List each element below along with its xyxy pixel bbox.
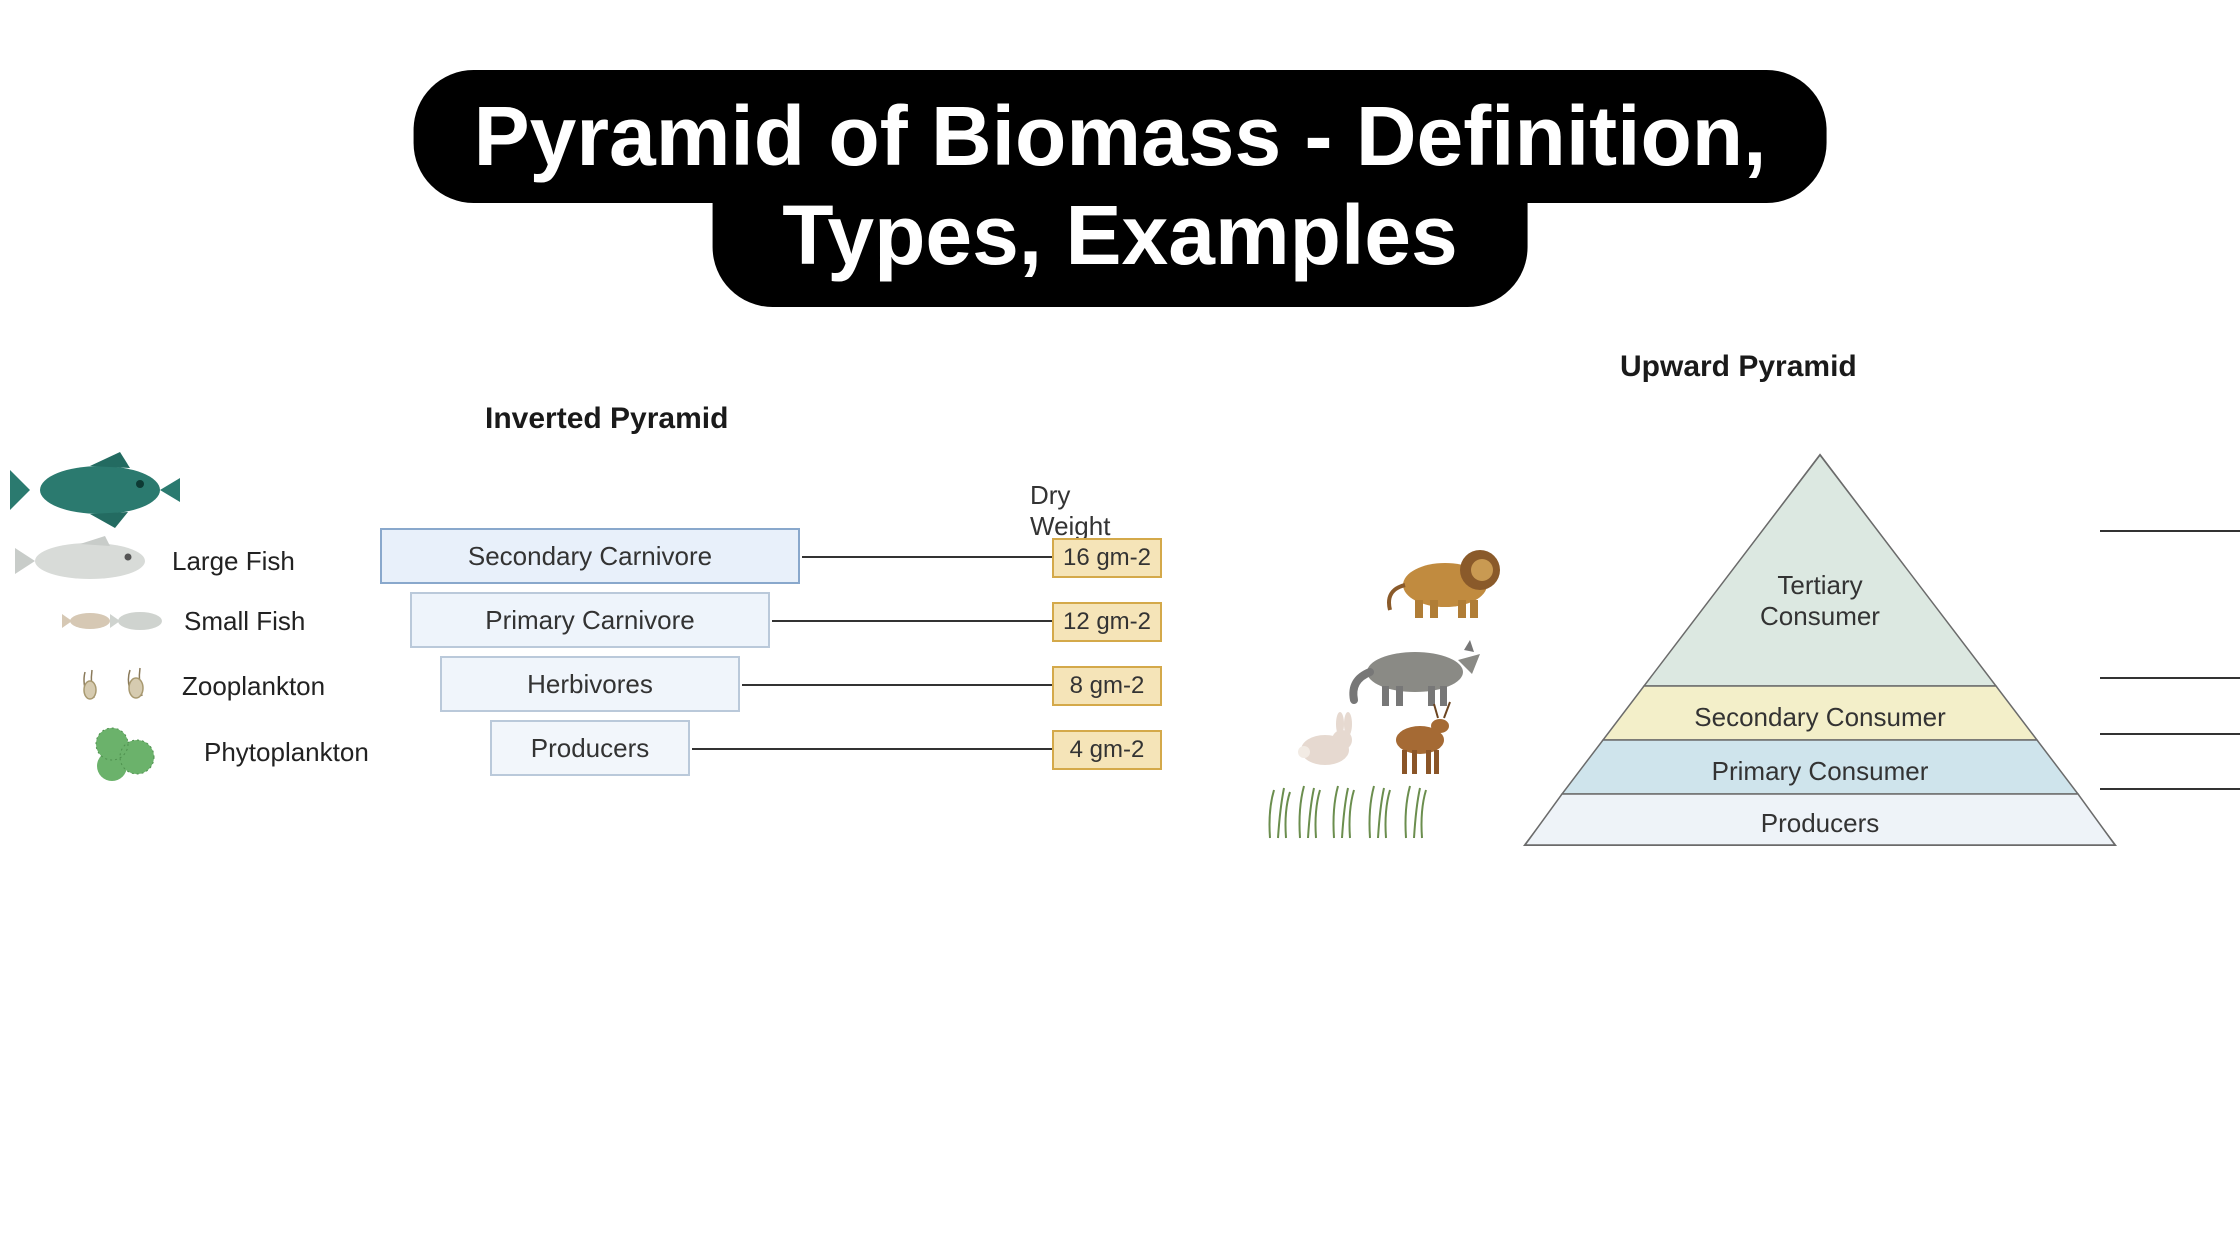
phytoplankton-label: Phytoplankton (204, 737, 369, 768)
large-teal-fish-icon (10, 450, 180, 530)
secondary-label: Secondary Consumer (1680, 702, 1960, 733)
connector-2 (742, 684, 1052, 686)
connector-3 (692, 748, 1052, 750)
producers-label: Producers (1680, 808, 1960, 839)
rabbit-icon (1290, 710, 1360, 770)
silver-fish-icon (10, 536, 160, 586)
tertiary-label: Tertiary Consumer (1720, 570, 1920, 632)
large-fish-label: Large Fish (172, 546, 295, 577)
tick-1 (2100, 677, 2240, 679)
tertiary-text: Tertiary Consumer (1760, 570, 1880, 631)
lion-icon (1370, 530, 1510, 620)
bar-label-0: Secondary Carnivore (468, 541, 712, 572)
connector-0 (802, 556, 1052, 558)
small-fish-icons (62, 604, 172, 638)
phytoplankton-icon (82, 722, 192, 782)
inverted-header: Inverted Pyramid (485, 402, 728, 436)
large-fish-row: Large Fish (10, 536, 295, 586)
tick-0 (2100, 530, 2240, 532)
zooplankton-icon (70, 664, 170, 708)
tick-2 (2100, 733, 2240, 735)
weight-box-0: 16 gm-2 (1052, 538, 1162, 578)
tick-3 (2100, 788, 2240, 790)
weight-val-3: 4 gm-2 (1070, 736, 1145, 764)
weight-val-1: 12 gm-2 (1063, 608, 1151, 636)
weight-val-0: 16 gm-2 (1063, 544, 1151, 572)
phytoplankton-row: Phytoplankton (82, 722, 369, 782)
deer-icon (1380, 690, 1460, 780)
bar-label-1: Primary Carnivore (485, 605, 695, 636)
bar-herbivores: Herbivores (440, 656, 740, 712)
bar-label-3: Producers (531, 733, 650, 764)
zooplankton-label: Zooplankton (182, 671, 325, 702)
weight-box-1: 12 gm-2 (1052, 602, 1162, 642)
small-fish-label: Small Fish (184, 606, 305, 637)
bar-label-2: Herbivores (527, 669, 653, 700)
upward-pyramid-icon (1520, 450, 2120, 850)
grass-icon (1260, 780, 1450, 840)
bar-secondary-carnivore: Secondary Carnivore (380, 528, 800, 584)
zooplankton-row: Zooplankton (70, 664, 325, 708)
dry-weight-header: Dry Weight (1030, 480, 1110, 542)
upward-header: Upward Pyramid (1620, 350, 1857, 384)
title-banner: Pyramid of Biomass - Definition, Types, … (414, 70, 1827, 307)
bar-producers: Producers (490, 720, 690, 776)
bar-primary-carnivore: Primary Carnivore (410, 592, 770, 648)
small-fish-row: Small Fish (62, 604, 305, 638)
connector-1 (772, 620, 1052, 622)
primary-label: Primary Consumer (1680, 756, 1960, 787)
title-line-2: Types, Examples (712, 179, 1527, 308)
weight-box-2: 8 gm-2 (1052, 666, 1162, 706)
weight-box-3: 4 gm-2 (1052, 730, 1162, 770)
weight-val-2: 8 gm-2 (1070, 672, 1145, 700)
